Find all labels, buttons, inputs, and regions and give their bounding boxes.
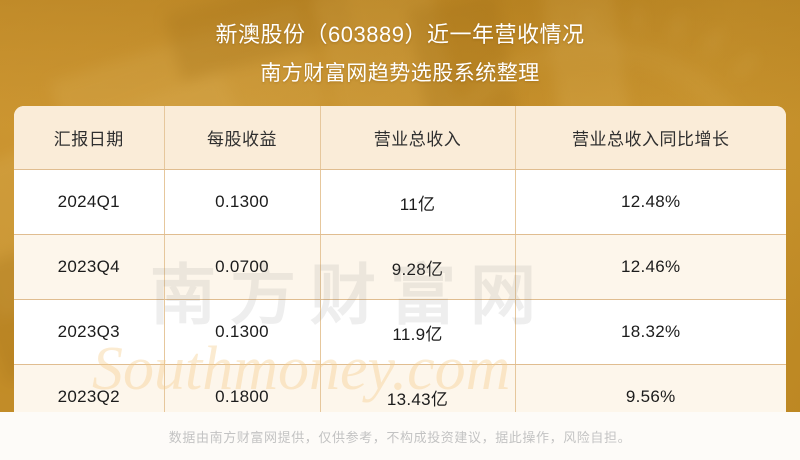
table-row: 2023Q4 0.0700 9.28亿 12.46% [14,234,786,300]
cell-revenue-yoy: 12.46% [515,234,786,300]
cell-total-revenue: 11亿 [320,169,516,235]
cell-report-date: 2023Q3 [14,299,165,365]
column-header-eps: 每股收益 [164,106,321,170]
column-header-total-revenue: 营业总收入 [320,106,516,170]
cell-report-date: 2024Q1 [14,169,165,235]
table-row: 2024Q1 0.1300 11亿 12.48% [14,169,786,235]
cell-eps: 0.0700 [164,234,321,300]
cell-report-date: 2023Q4 [14,234,165,300]
financial-table: 汇报日期 每股收益 营业总收入 营业总收入同比增长 2024Q1 0.1300 … [14,106,786,430]
title-block: 新澳股份（603889）近一年营收情况 南方财富网趋势选股系统整理 [0,0,800,87]
page-title: 新澳股份（603889）近一年营收情况 [215,22,585,47]
cell-revenue-yoy: 12.48% [515,169,786,235]
column-header-report-date: 汇报日期 [14,106,165,170]
page-subtitle: 南方财富网趋势选股系统整理 [260,62,540,85]
table-header: 汇报日期 每股收益 营业总收入 营业总收入同比增长 [14,106,786,170]
cell-eps: 0.1300 [164,169,321,235]
table-header-row: 汇报日期 每股收益 营业总收入 营业总收入同比增长 [14,106,786,170]
cell-total-revenue: 9.28亿 [320,234,516,300]
footer-bar: 数据由南方财富网提供，仅供参考，不构成投资建议，据此操作，风险自担。 [0,412,800,460]
cell-eps: 0.1300 [164,299,321,365]
table-row: 2023Q3 0.1300 11.9亿 18.32% [14,299,786,365]
cell-revenue-yoy: 18.32% [515,299,786,365]
disclaimer-text: 数据由南方财富网提供，仅供参考，不构成投资建议，据此操作，风险自担。 [168,429,632,445]
table-body: 2024Q1 0.1300 11亿 12.48% 2023Q4 0.0700 9… [14,169,786,430]
column-header-revenue-yoy: 营业总收入同比增长 [515,106,786,170]
cell-total-revenue: 11.9亿 [320,299,516,365]
financial-table-card: 汇报日期 每股收益 营业总收入 营业总收入同比增长 2024Q1 0.1300 … [14,106,786,430]
